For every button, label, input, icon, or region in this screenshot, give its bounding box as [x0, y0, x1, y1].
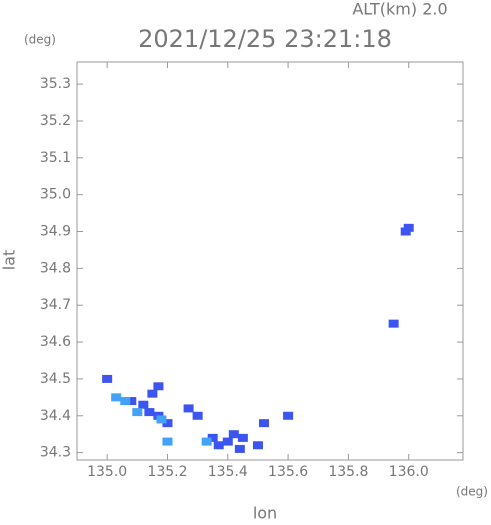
y-tick-label: 35.3 [40, 76, 71, 92]
echo [213, 441, 224, 450]
x-tick-label: 136.0 [389, 464, 429, 480]
echo [234, 444, 245, 453]
chart-title: 2021/12/25 23:21:18 [138, 25, 392, 53]
y-label: lat [0, 250, 19, 271]
y-tick-label: 34.6 [40, 334, 71, 350]
x-label: lon [253, 504, 277, 522]
echo [144, 408, 155, 417]
x-tick-label: 135.0 [87, 464, 127, 480]
echo [222, 437, 233, 446]
echo [126, 397, 137, 406]
echo [132, 408, 143, 417]
echo [147, 389, 158, 398]
y-tick-label: 34.3 [40, 445, 71, 461]
y-unit: (deg) [24, 33, 56, 47]
echo [111, 393, 122, 402]
x-tick-label: 135.6 [268, 464, 308, 480]
echo [207, 433, 218, 442]
echo [403, 223, 414, 232]
y-tick-label: 34.9 [40, 224, 71, 240]
plot-frame [76, 61, 464, 461]
echo [138, 400, 149, 409]
x-tick-label: 135.2 [147, 464, 187, 480]
echo [201, 437, 212, 446]
echo [192, 411, 203, 420]
echo [156, 415, 167, 424]
x-unit: (deg) [456, 485, 488, 499]
y-tick-label: 35.0 [40, 187, 71, 203]
echo [388, 319, 399, 328]
echo [228, 430, 239, 439]
echo [252, 441, 263, 450]
echo [162, 419, 173, 428]
echo [102, 374, 113, 383]
y-tick-label: 34.5 [40, 371, 71, 387]
echo [183, 404, 194, 413]
y-tick-label: 34.4 [40, 408, 71, 424]
x-tick-label: 135.8 [328, 464, 368, 480]
echo [153, 382, 164, 391]
echo [258, 419, 269, 428]
echo [120, 397, 131, 406]
altitude: ALT(km) 2.0 [352, 0, 447, 19]
y-tick-label: 35.2 [40, 113, 71, 129]
echo [237, 433, 248, 442]
y-tick-label: 35.1 [40, 150, 71, 166]
y-tick-label: 34.7 [40, 297, 71, 313]
x-tick-label: 135.4 [208, 464, 248, 480]
echo [283, 411, 294, 420]
y-tick-label: 34.8 [40, 260, 71, 276]
echo [162, 437, 173, 446]
